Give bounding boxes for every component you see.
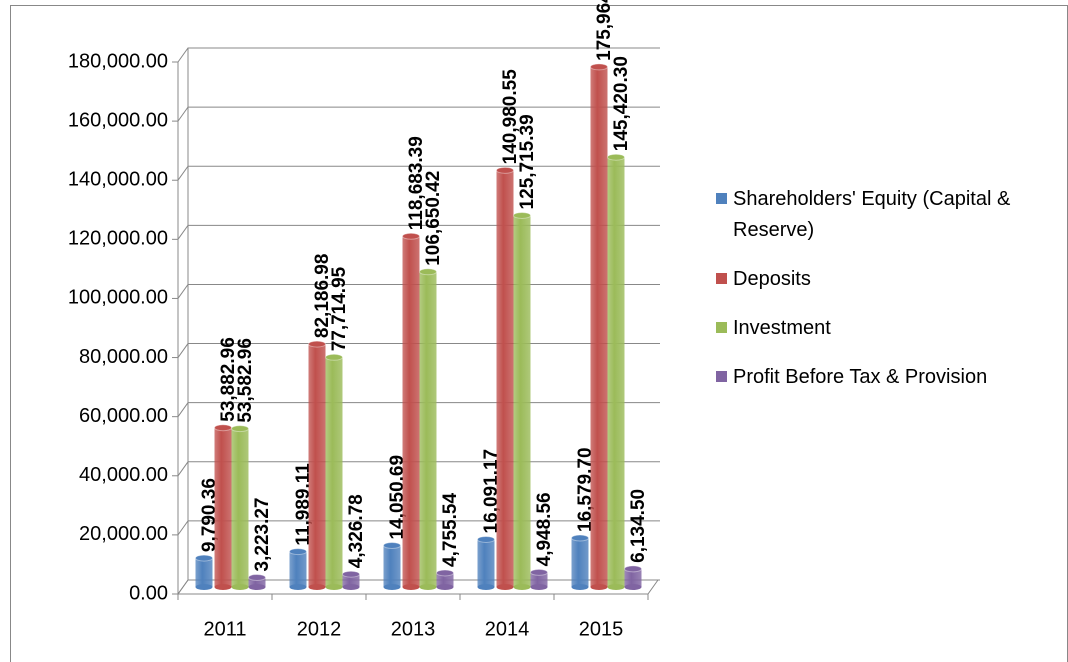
bar-top: [513, 211, 531, 219]
value-label: 4,326.78: [346, 494, 367, 568]
bar-top: [607, 153, 625, 161]
legend-label: Investment: [733, 317, 831, 339]
value-label: 118,683.39: [406, 136, 427, 230]
bar-top: [419, 268, 437, 276]
y-tick-label: 80,000.00: [79, 346, 168, 368]
bar-top: [624, 565, 642, 573]
y-tick-label: 120,000.00: [68, 228, 168, 250]
value-label: 53,882.96: [218, 337, 239, 422]
bar: [214, 427, 232, 587]
value-label: 6,134.50: [628, 489, 649, 563]
bar: [383, 545, 401, 587]
y-tick-label: 140,000.00: [68, 169, 168, 191]
bar-top: [383, 541, 401, 549]
bar-top: [325, 353, 343, 361]
bar-top: [214, 424, 232, 432]
bar: [402, 236, 420, 587]
legend-swatch: [716, 273, 727, 284]
x-tick-label: 2014: [485, 618, 530, 640]
bar: [325, 357, 343, 587]
bar-top: [590, 63, 608, 71]
x-tick-label: 2011: [203, 618, 246, 640]
bar: [419, 271, 437, 587]
bar: [308, 344, 326, 587]
y-tick-label: 160,000.00: [68, 109, 168, 131]
bar: [530, 572, 548, 587]
bar: [590, 66, 608, 587]
axis-wall: [177, 48, 189, 596]
bar: [496, 170, 514, 587]
bar-top: [248, 573, 266, 581]
y-tick-label: 0.00: [129, 582, 168, 604]
bar-top: [477, 535, 495, 543]
bar-top: [496, 166, 514, 174]
legend-label: Shareholders' Equity (Capital & Reserve): [733, 188, 1011, 241]
y-tick-label: 100,000.00: [68, 287, 168, 309]
legend-label: Profit Before Tax & Provision: [733, 366, 988, 388]
y-tick-label: 40,000.00: [79, 464, 168, 486]
bar-top: [195, 554, 213, 562]
bar-top: [402, 232, 420, 240]
legend-swatch: [716, 371, 727, 382]
value-label: 175,964.20: [594, 0, 615, 61]
value-label: 53,582.96: [235, 338, 256, 423]
grid-line: [177, 47, 660, 63]
bar: [477, 539, 495, 587]
bar-top: [231, 425, 249, 433]
bar: [436, 572, 454, 587]
legend-label: Deposits: [733, 268, 811, 290]
x-tick-label: 2012: [297, 618, 342, 640]
bar-top: [530, 568, 548, 576]
value-label: 4,755.54: [440, 493, 461, 567]
x-tick-label: 2015: [579, 618, 624, 640]
bar: [195, 558, 213, 587]
bar: [607, 157, 625, 588]
y-tick-label: 20,000.00: [79, 523, 168, 545]
value-label: 82,186.98: [312, 254, 333, 339]
bar: [231, 428, 249, 587]
bar: [624, 568, 642, 587]
legend-item: Investment: [716, 313, 1056, 344]
bar: [248, 577, 266, 587]
bar-top: [308, 340, 326, 348]
value-label: 140,980.55: [500, 69, 521, 165]
value-label: 125,715.39: [517, 114, 538, 209]
bar: [571, 537, 589, 587]
grid-line: [177, 106, 660, 122]
legend-item: Profit Before Tax & Provision: [716, 362, 1056, 393]
bar-top: [342, 570, 360, 578]
legend-item: Shareholders' Equity (Capital & Reserve): [716, 184, 1056, 246]
x-tick-label: 2013: [391, 618, 436, 640]
bar: [342, 574, 360, 587]
legend-swatch: [716, 322, 727, 333]
bar-top: [571, 534, 589, 542]
bar: [513, 215, 531, 588]
legend-swatch: [716, 193, 727, 204]
value-label: 3,223.27: [252, 498, 273, 572]
y-tick-label: 60,000.00: [79, 405, 168, 427]
bar: [289, 551, 307, 587]
bar-top: [289, 548, 307, 556]
value-label: 145,420.30: [611, 56, 632, 151]
legend-item: Deposits: [716, 264, 1056, 295]
value-label: 106,650.42: [423, 171, 444, 266]
grid-line: [177, 165, 660, 181]
value-label: 4,948.56: [534, 492, 555, 566]
bar-top: [436, 569, 454, 577]
legend: Shareholders' Equity (Capital & Reserve)…: [716, 184, 1056, 411]
y-tick-label: 180,000.00: [68, 50, 168, 72]
value-label: 77,714.95: [329, 266, 350, 351]
